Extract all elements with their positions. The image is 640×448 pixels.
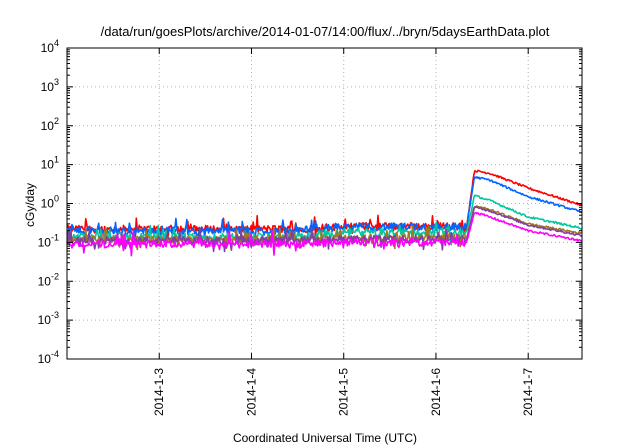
grid-lines — [67, 47, 582, 360]
x-tick-label: 2014-1-4 — [244, 368, 258, 416]
y-tick-label: 101 — [41, 155, 59, 172]
y-tick-label: 100 — [41, 194, 59, 211]
y-tick-labels: 10-4 10-3 10-2 10-1 100 101 102 103 104 — [38, 38, 59, 366]
x-tick-label: 2014-1-7 — [521, 368, 535, 416]
chart-title: /data/run/goesPlots/archive/2014-01-07/1… — [101, 24, 550, 39]
x-axis-label: Coordinated Universal Time (UTC) — [233, 431, 417, 445]
x-tick-label: 2014-1-3 — [152, 368, 166, 416]
tick-marks — [67, 47, 582, 360]
series-lines — [66, 169, 583, 257]
y-tick-label: 10-1 — [38, 232, 59, 249]
y-axis-label: cGy/day — [23, 183, 37, 227]
x-tick-label: 2014-1-5 — [337, 368, 351, 416]
y-tick-label: 10-2 — [38, 271, 59, 288]
y-tick-label: 10-4 — [38, 349, 59, 366]
y-tick-label: 104 — [41, 38, 59, 55]
series-line — [66, 211, 583, 257]
plot-frame — [66, 47, 583, 360]
y-tick-label: 103 — [41, 77, 59, 94]
x-tick-labels: 2014-1-3 2014-1-4 2014-1-5 2014-1-6 2014-1-7 — [152, 368, 535, 416]
x-tick-label: 2014-1-6 — [429, 368, 443, 416]
y-tick-label: 10-3 — [38, 310, 59, 327]
y-tick-label: 102 — [41, 116, 59, 133]
